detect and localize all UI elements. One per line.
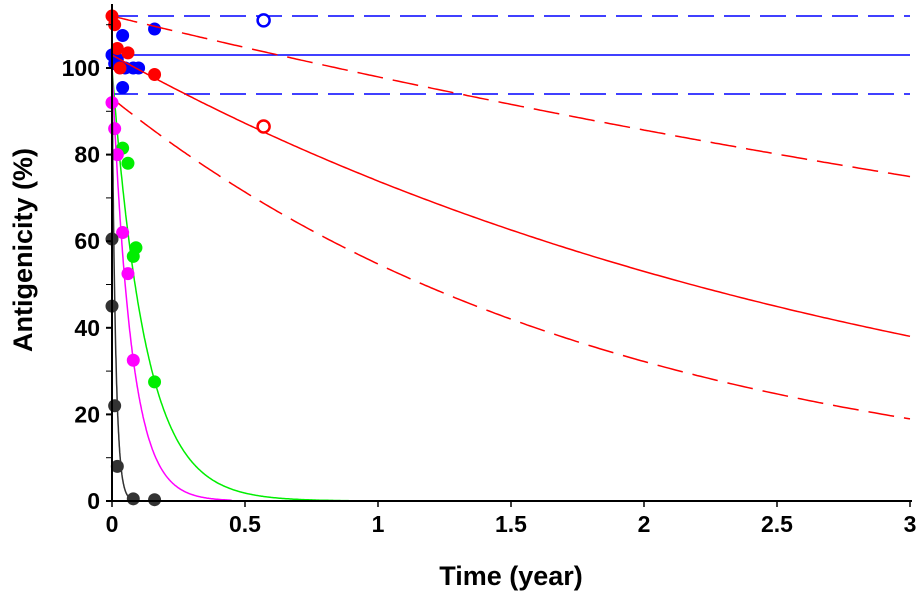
fit-line (111, 54, 911, 338)
data-point (116, 80, 130, 94)
x-tick-label: 0.5 (229, 511, 261, 537)
x-tick-label: 0 (106, 511, 119, 537)
x-tick-label: 1 (372, 511, 385, 537)
data-point (126, 353, 140, 367)
y-tick-label: 40 (74, 315, 100, 341)
ci-upper-line (111, 15, 911, 178)
data-point (110, 148, 124, 162)
series-1 (105, 9, 911, 420)
ci-lower-line (111, 97, 911, 420)
series-2 (111, 68, 357, 502)
data-point (108, 122, 122, 136)
data-point (108, 399, 122, 413)
data-point (121, 156, 135, 170)
data-point (121, 46, 135, 60)
data-point (148, 67, 162, 81)
open-data-point (256, 13, 271, 28)
x-tick-label: 1.5 (495, 511, 527, 537)
data-point (129, 241, 143, 255)
fit-line (111, 68, 232, 501)
y-tick-label: 20 (74, 401, 100, 427)
data-point (126, 492, 140, 506)
y-tick-label: 100 (62, 55, 100, 81)
data-point (148, 375, 162, 389)
data-point (116, 29, 130, 43)
plot-area (105, 9, 911, 507)
x-axis-label: Time (year) (439, 561, 583, 591)
y-tick-label: 80 (74, 142, 100, 168)
fit-line (111, 68, 357, 502)
series-0 (105, 13, 910, 95)
x-tick-label: 2 (638, 511, 651, 537)
y-tick-label: 0 (87, 488, 100, 514)
data-point (113, 61, 127, 75)
ticks: 0 0.5 1 1.5 2 2.5 3 0 20 40 60 80 100 (62, 24, 917, 537)
y-axis-label: Antigenicity (%) (8, 148, 38, 352)
data-point (121, 267, 135, 281)
data-point (148, 493, 162, 507)
series-3 (105, 68, 232, 501)
y-tick-label: 60 (74, 228, 100, 254)
x-tick-label: 3 (904, 511, 917, 537)
data-point (110, 42, 124, 56)
open-data-point (256, 119, 271, 134)
data-point (110, 459, 124, 473)
data-point (116, 226, 130, 240)
x-tick-label: 2.5 (761, 511, 793, 537)
